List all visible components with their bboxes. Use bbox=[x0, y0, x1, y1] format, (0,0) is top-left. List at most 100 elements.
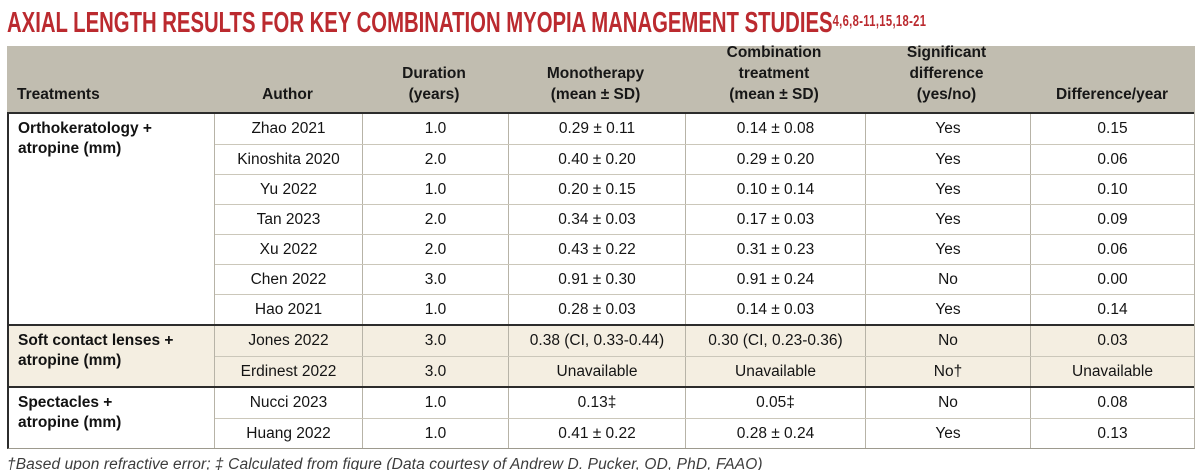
cell-significant-difference: No bbox=[865, 388, 1030, 418]
title-main: AXIAL LENGTH RESULTS FOR KEY COMBINATION… bbox=[7, 7, 833, 39]
header-line: (mean ± SD) bbox=[550, 86, 641, 104]
treatment-group: Orthokeratology + atropine (mm) Zhao 2021 1… bbox=[9, 112, 1194, 324]
treatment-label-line: atropine (mm) bbox=[18, 352, 122, 370]
cell-significant-difference: Yes bbox=[865, 145, 1030, 174]
cell-significant-difference: Yes bbox=[865, 175, 1030, 204]
column-header-duration: Duration (years) bbox=[361, 46, 507, 112]
cell-difference-per-year: 0.08 bbox=[1030, 388, 1194, 418]
cell-author: Yu 2022 bbox=[260, 180, 317, 198]
treatment-group: Spectacles + atropine (mm) Nucci 2023 1.0 0.… bbox=[9, 386, 1194, 448]
cell-difference-per-year: 0.15 bbox=[1030, 114, 1194, 144]
cell-difference-per-year: 0.00 bbox=[1030, 265, 1194, 294]
table-row: Xu 2022 2.0 0.43 ± 0.22 0.31 ± 0.23 Yes 0.06 bbox=[215, 234, 1194, 264]
cell-duration: 3.0 bbox=[362, 265, 508, 294]
cell-significant-difference: Yes bbox=[865, 205, 1030, 234]
header-line: Treatments bbox=[17, 86, 100, 104]
cell-duration: 1.0 bbox=[362, 295, 508, 324]
cell-monotherapy: 0.13‡ bbox=[508, 388, 685, 418]
cell-difference-per-year: Unavailable bbox=[1030, 357, 1194, 386]
cell-combination-treatment: 0.28 ± 0.24 bbox=[685, 419, 865, 448]
header-line: Difference/year bbox=[1055, 86, 1168, 104]
header-line: treatment bbox=[738, 65, 810, 83]
cell-combination-treatment: 0.05‡ bbox=[685, 388, 865, 418]
cell-author: Huang 2022 bbox=[246, 424, 331, 442]
cell-duration: 1.0 bbox=[362, 419, 508, 448]
cell-duration: 1.0 bbox=[362, 175, 508, 204]
title-reference-numbers: 4,6,8-11,15,18-21 bbox=[832, 13, 927, 30]
cell-difference-per-year: 0.13 bbox=[1030, 419, 1194, 448]
table-header-row: Treatments Author Duration (years) Monothera… bbox=[7, 44, 1195, 112]
cell-combination-treatment: 0.17 ± 0.03 bbox=[685, 205, 865, 234]
cell-significant-difference: Yes bbox=[865, 235, 1030, 264]
cell-author: Erdinest 2022 bbox=[240, 362, 337, 380]
cell-author: Tan 2023 bbox=[256, 210, 321, 228]
table-row: Erdinest 2022 3.0 Unavailable Unavailable No… bbox=[215, 356, 1194, 386]
cell-author: Chen 2022 bbox=[250, 270, 327, 288]
column-header-significant-difference: Significant difference (yes/no) bbox=[864, 44, 1029, 112]
table-row: Huang 2022 1.0 0.41 ± 0.22 0.28 ± 0.24 Yes 0.… bbox=[215, 418, 1194, 448]
treatment-label: Orthokeratology + atropine (mm) bbox=[9, 114, 215, 324]
table-footnote: †Based upon refractive error; ‡ Calculat… bbox=[7, 456, 763, 470]
cell-difference-per-year: 0.06 bbox=[1030, 145, 1194, 174]
header-line: Author bbox=[262, 86, 313, 104]
header-line: (yes/no) bbox=[916, 86, 977, 104]
cell-difference-per-year: 0.10 bbox=[1030, 175, 1194, 204]
column-header-difference-per-year: Difference/year bbox=[1029, 46, 1195, 112]
cell-difference-per-year: 0.14 bbox=[1030, 295, 1194, 324]
header-line: (years) bbox=[408, 86, 460, 104]
cell-duration: 2.0 bbox=[362, 205, 508, 234]
table-row: Nucci 2023 1.0 0.13‡ 0.05‡ No 0.08 bbox=[215, 388, 1194, 418]
cell-combination-treatment: 0.14 ± 0.08 bbox=[685, 114, 865, 144]
cell-significant-difference: Yes bbox=[865, 419, 1030, 448]
header-line: (mean ± SD) bbox=[729, 86, 819, 104]
cell-monotherapy: 0.34 ± 0.03 bbox=[508, 205, 685, 234]
treatment-group: Soft contact lenses + atropine (mm) Jones … bbox=[9, 324, 1194, 386]
table-body: Orthokeratology + atropine (mm) Zhao 2021 1… bbox=[7, 112, 1195, 449]
table-row: Tan 2023 2.0 0.34 ± 0.03 0.17 ± 0.03 Yes 0.09 bbox=[215, 204, 1194, 234]
cell-monotherapy: 0.91 ± 0.30 bbox=[508, 265, 685, 294]
cell-author: Kinoshita 2020 bbox=[237, 150, 340, 168]
column-header-author: Author bbox=[214, 46, 361, 112]
column-header-combination-treatment: Combination treatment (mean ± SD) bbox=[684, 44, 864, 112]
header-line: Monotherapy bbox=[546, 65, 645, 83]
cell-author: Nucci 2023 bbox=[249, 394, 328, 411]
cell-monotherapy: 0.43 ± 0.22 bbox=[508, 235, 685, 264]
cell-combination-treatment: 0.30 (CI, 0.23-0.36) bbox=[685, 326, 865, 356]
cell-significant-difference: No bbox=[865, 326, 1030, 356]
cell-monotherapy: 0.41 ± 0.22 bbox=[508, 419, 685, 448]
header-line: Significant bbox=[906, 44, 987, 62]
treatment-label: Soft contact lenses + atropine (mm) bbox=[9, 326, 215, 386]
header-line: Duration bbox=[402, 65, 466, 83]
column-header-monotherapy: Monotherapy (mean ± SD) bbox=[507, 46, 684, 112]
treatment-label: Spectacles + atropine (mm) bbox=[9, 388, 215, 448]
table-row: Kinoshita 2020 2.0 0.40 ± 0.20 0.29 ± 0.20 Y… bbox=[215, 144, 1194, 174]
header-line: Combination bbox=[726, 44, 822, 62]
treatment-label-line: Orthokeratology + bbox=[18, 120, 152, 137]
cell-combination-treatment: 0.14 ± 0.03 bbox=[685, 295, 865, 324]
cell-monotherapy: 0.29 ± 0.11 bbox=[508, 114, 685, 144]
cell-combination-treatment: 0.10 ± 0.14 bbox=[685, 175, 865, 204]
cell-monotherapy: 0.38 (CI, 0.33-0.44) bbox=[508, 326, 685, 356]
table-title-text: AXIAL LENGTH RESULTS FOR KEY COMBINATION… bbox=[7, 8, 926, 38]
cell-combination-treatment: 0.31 ± 0.23 bbox=[685, 235, 865, 264]
cell-duration: 1.0 bbox=[362, 114, 508, 144]
table-title: AXIAL LENGTH RESULTS FOR KEY COMBINATION… bbox=[0, 0, 1200, 46]
cell-difference-per-year: 0.09 bbox=[1030, 205, 1194, 234]
cell-author: Jones 2022 bbox=[248, 332, 329, 349]
table-row: Chen 2022 3.0 0.91 ± 0.30 0.91 ± 0.24 No 0.00 bbox=[215, 264, 1194, 294]
cell-monotherapy: 0.28 ± 0.03 bbox=[508, 295, 685, 324]
cell-monotherapy: 0.20 ± 0.15 bbox=[508, 175, 685, 204]
cell-significant-difference: No bbox=[865, 265, 1030, 294]
group-rows: Zhao 2021 1.0 0.29 ± 0.11 0.14 ± 0.08 Yes 0.1… bbox=[215, 114, 1194, 324]
treatment-label-line: Soft contact lenses + bbox=[18, 332, 174, 349]
cell-duration: 2.0 bbox=[362, 145, 508, 174]
cell-combination-treatment: 0.29 ± 0.20 bbox=[685, 145, 865, 174]
group-rows: Nucci 2023 1.0 0.13‡ 0.05‡ No 0.08 Huang 2022 1… bbox=[215, 388, 1194, 448]
cell-duration: 3.0 bbox=[362, 326, 508, 356]
cell-significant-difference: Yes bbox=[865, 114, 1030, 144]
cell-difference-per-year: 0.03 bbox=[1030, 326, 1194, 356]
cell-author: Xu 2022 bbox=[259, 240, 318, 258]
cell-duration: 3.0 bbox=[362, 357, 508, 386]
cell-duration: 1.0 bbox=[362, 388, 508, 418]
